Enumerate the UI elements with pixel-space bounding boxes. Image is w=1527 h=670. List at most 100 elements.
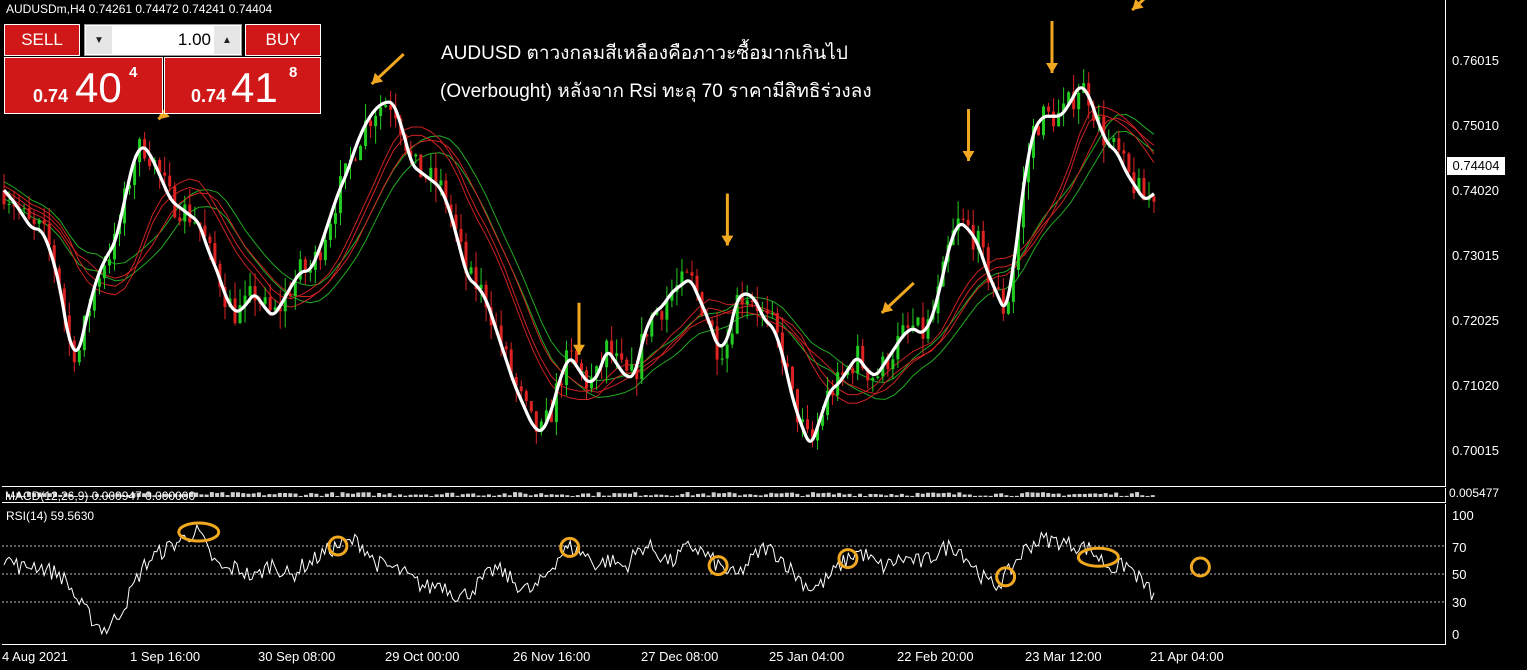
macd-histogram-bar <box>42 493 47 497</box>
macd-histogram-bar <box>481 495 486 497</box>
macd-histogram-bar <box>204 494 209 497</box>
rsi-axis-label: 50 <box>1452 567 1467 582</box>
increase-lot-button[interactable]: ▲ <box>214 26 240 54</box>
sell-price-pips: 40 <box>75 64 122 111</box>
buy-button[interactable]: BUY <box>245 24 321 56</box>
moving-average-line <box>3 114 1155 404</box>
candle-body <box>911 325 915 328</box>
macd-histogram-bar <box>973 495 978 497</box>
candle-body <box>102 265 106 279</box>
candle-body <box>369 120 373 127</box>
macd-histogram-bar <box>115 493 120 497</box>
macd-histogram-bar <box>544 494 549 497</box>
rsi-axis-label: 30 <box>1452 595 1467 610</box>
macd-histogram-bar <box>894 495 899 497</box>
macd-histogram-bar <box>450 492 455 497</box>
macd-histogram-bar <box>309 492 314 497</box>
macd-histogram-bar <box>324 493 329 497</box>
candle-body <box>765 310 769 314</box>
macd-histogram-bar <box>575 495 580 497</box>
macd-histogram-bar <box>387 493 392 497</box>
candle-body <box>861 345 865 369</box>
macd-histogram-bar <box>371 495 376 497</box>
macd-histogram-bar <box>47 493 52 497</box>
one-click-trading-panel: SELL ▼ 1.00 ▲ BUY 0.74 40 4 0.74 41 8 <box>4 24 321 114</box>
date-axis-label: 26 Nov 16:00 <box>513 649 591 664</box>
candle-body <box>1112 138 1116 142</box>
price-smooth-line <box>2 86 1155 443</box>
overbought-circle <box>1076 546 1120 568</box>
macd-histogram-bar <box>94 493 99 497</box>
candle-body <box>916 317 920 326</box>
candle-body <box>831 390 835 396</box>
sell-price-box[interactable]: 0.74 40 4 <box>4 57 163 114</box>
candle-body <box>1062 103 1066 113</box>
buy-price-box[interactable]: 0.74 41 8 <box>164 57 321 114</box>
macd-histogram-bar <box>356 492 361 497</box>
sell-button[interactable]: SELL <box>4 24 80 56</box>
candle-body <box>1042 106 1046 136</box>
macd-histogram-bar <box>173 493 178 497</box>
macd-histogram-bar <box>361 492 366 497</box>
candle-body <box>735 294 739 334</box>
macd-histogram-bar <box>732 493 737 497</box>
candle-body <box>966 219 970 226</box>
candle-body <box>710 320 714 327</box>
candle-body <box>389 105 393 110</box>
candle-body <box>1077 92 1081 110</box>
candle-body <box>640 333 644 380</box>
lot-size-input[interactable]: 1.00 <box>177 30 211 49</box>
candle-body <box>841 372 845 376</box>
rsi-line <box>3 523 1155 636</box>
annotation-arrow-head <box>881 301 894 313</box>
candle-body <box>660 311 664 320</box>
candle-body <box>379 107 383 116</box>
macd-axis-label: 0.005477 <box>1449 486 1500 500</box>
macd-histogram-bar <box>852 495 857 497</box>
candle-body <box>595 366 599 378</box>
macd-histogram-bar <box>1077 493 1082 497</box>
candle-body <box>615 353 619 356</box>
candle-body <box>695 275 699 293</box>
price-chart[interactable] <box>2 0 1446 487</box>
candle-body <box>720 358 724 360</box>
macd-histogram-bar <box>884 495 889 497</box>
macd-histogram-bar <box>136 492 141 497</box>
macd-histogram-bar <box>795 493 800 497</box>
macd-histogram-bar <box>1020 493 1025 497</box>
candle-body <box>338 176 342 214</box>
rsi-panel[interactable] <box>2 504 1446 645</box>
macd-histogram-bar <box>256 492 261 497</box>
macd-histogram-bar <box>774 493 779 497</box>
candle-body <box>1001 288 1005 314</box>
macd-histogram-bar <box>936 493 941 497</box>
candle-body <box>434 167 438 186</box>
macd-histogram-bar <box>753 494 758 497</box>
macd-histogram-bar <box>1145 495 1150 497</box>
price-chart-canvas[interactable] <box>2 0 1445 486</box>
date-axis-label: 21 Apr 04:00 <box>1150 649 1224 664</box>
macd-histogram-bar <box>926 492 930 497</box>
candle-body <box>454 214 458 229</box>
candle-body <box>921 317 925 339</box>
candle-body <box>12 204 16 207</box>
candle-body <box>544 410 548 422</box>
candle-body <box>981 230 985 248</box>
candle-body <box>564 350 568 386</box>
macd-histogram-bar <box>758 495 763 497</box>
candle-body <box>539 421 543 432</box>
macd-histogram-bar <box>628 493 633 497</box>
macd-histogram-bar <box>727 492 732 497</box>
decrease-lot-button[interactable]: ▼ <box>86 26 112 54</box>
macd-histogram-bar <box>194 492 199 497</box>
candle-body <box>374 115 378 127</box>
candle-body <box>805 419 809 430</box>
macd-histogram-bar <box>659 494 664 497</box>
macd-panel[interactable] <box>2 488 1446 503</box>
candle-body <box>524 391 528 402</box>
macd-histogram-bar <box>476 495 481 497</box>
lot-size-stepper[interactable]: ▼ 1.00 ▲ <box>84 24 242 56</box>
macd-histogram-bar <box>486 494 491 497</box>
macd-histogram-bar <box>868 493 873 497</box>
macd-histogram-bar <box>377 492 382 497</box>
